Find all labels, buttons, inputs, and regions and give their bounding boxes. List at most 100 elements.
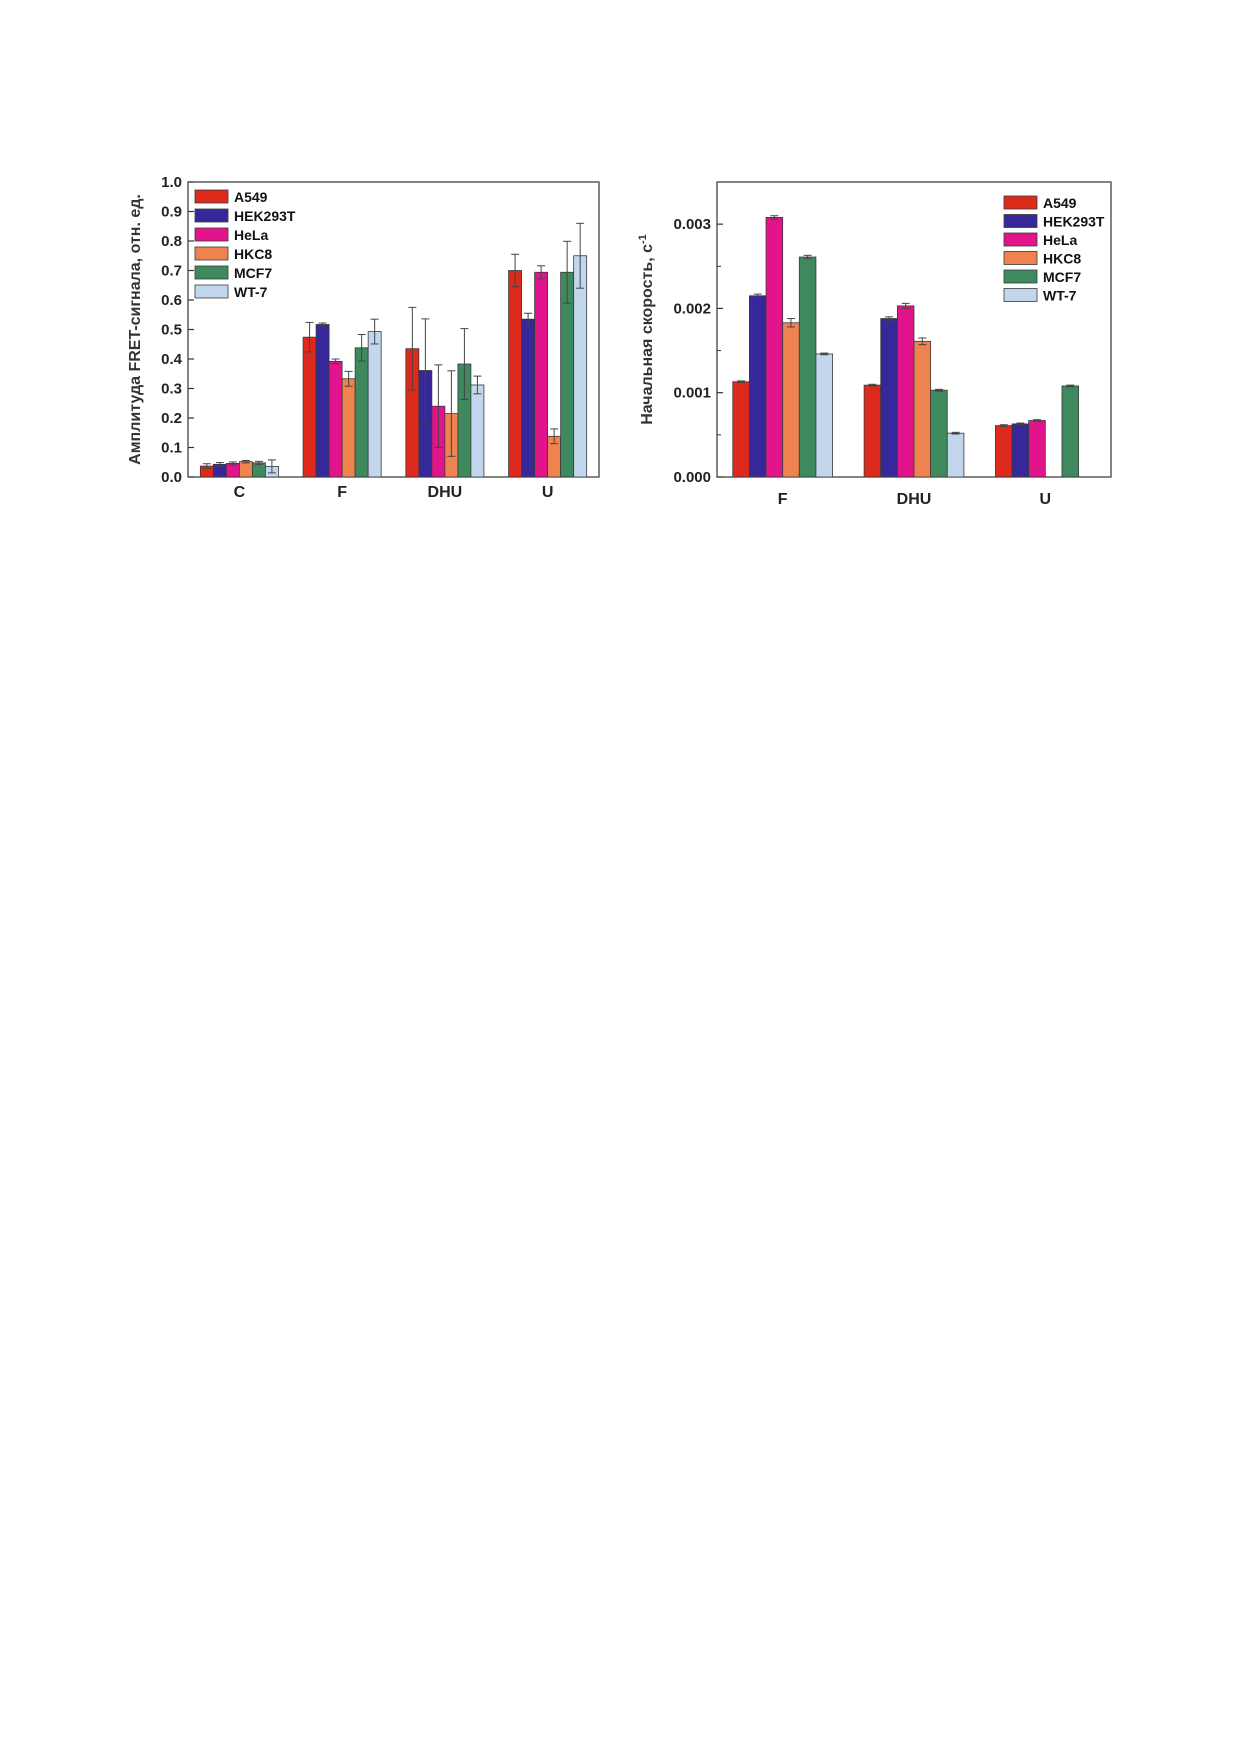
error-bar-wt-7-dhu [951, 431, 960, 435]
legend-label-hkc8: HKC8 [234, 246, 272, 262]
error-bar-hkc8-f [786, 318, 795, 328]
bar-wt-7-f [815, 353, 833, 478]
y-tick-label: 0.7 [161, 263, 182, 280]
y-tick-label: 0.6 [161, 292, 182, 309]
error-bar-hek293t-f [753, 293, 762, 298]
bar-hek293t-u [521, 318, 536, 478]
bar-a549-f [732, 381, 750, 478]
bar-wt-7-dhu [470, 384, 485, 478]
bar-hkc8-c [238, 461, 253, 478]
y-tick-label: 0.9 [161, 204, 182, 221]
error-bar-mcf7-u [563, 240, 572, 304]
legend-label-hek293t: HEK293T [234, 208, 296, 224]
error-bar-hela-f [770, 215, 779, 220]
legend-swatch-a549 [194, 189, 229, 204]
bar-hela-f [328, 360, 343, 478]
bar-mcf7-f [354, 347, 369, 478]
error-bar-mcf7-dhu [460, 328, 469, 400]
bar-wt-7-f [367, 331, 382, 478]
y-tick-label: 0.003 [673, 216, 711, 233]
legend-swatch-mcf7 [194, 265, 229, 280]
error-bar-mcf7-dhu [934, 388, 943, 392]
error-bar-hkc8-u [550, 428, 559, 445]
error-bar-a549-u [999, 424, 1008, 427]
chart-initial-rate: 0.000 0.001 0.002 0.003 F DHU U Начальная скоро… [637, 181, 1112, 508]
legend-swatch-hela [1003, 232, 1038, 247]
category-label-u: U [1040, 491, 1052, 508]
bar-a549-dhu [863, 384, 882, 478]
bar-mcf7-f [798, 256, 817, 478]
bar-hkc8-f [341, 378, 356, 478]
y-tick-label: 0.4 [161, 351, 183, 368]
bar-hkc8-dhu [913, 340, 932, 478]
legend-label-a549: A549 [234, 189, 268, 205]
legend: A549 HEK293T HeLa HKC8 MCF7 WT-7 [1003, 195, 1105, 304]
bar-hela-u [1028, 420, 1046, 478]
legend-swatch-a549 [1003, 195, 1038, 210]
legend-label-mcf7: MCF7 [1043, 269, 1081, 285]
legend-swatch-hek293t [194, 208, 229, 223]
error-bar-mcf7-f [357, 334, 366, 362]
chart-fret-amplitude: 0.0 0.1 0.2 0.3 0.4 0.5 0.6 0.7 0.8 0.9 1.0 C F DHU U А… [127, 174, 600, 501]
error-bar-hela-f [331, 358, 340, 365]
category-label-f: F [778, 491, 788, 508]
bar-wt-7-dhu [946, 432, 965, 478]
error-bar-a549-f [737, 380, 746, 384]
error-bar-hkc8-dhu [447, 370, 456, 457]
bar-mcf7-c [251, 462, 266, 478]
legend-label-mcf7: MCF7 [234, 265, 272, 281]
error-bar-mcf7-f [803, 254, 812, 260]
error-bar-hela-dhu [434, 364, 443, 448]
y-tick-label: 0.8 [161, 233, 182, 250]
legend: A549 HEK293T HeLa HKC8 MCF7 WT-7 [194, 189, 296, 300]
bar-a549-u [508, 270, 522, 478]
legend-swatch-hkc8 [194, 246, 229, 261]
bar-hek293t-f [748, 295, 767, 478]
category-label-dhu: DHU [428, 484, 463, 501]
y-tick-label: 0.001 [673, 385, 711, 402]
bar-a549-u [995, 425, 1013, 478]
error-bar-hek293t-c [215, 462, 224, 467]
y-tick-label: 1.0 [161, 174, 182, 191]
error-bar-hkc8-f [344, 370, 353, 387]
bar-mcf7-u [1061, 385, 1080, 478]
bar-hela-f [765, 216, 784, 478]
category-label-c: C [234, 484, 246, 501]
error-bar-hela-u [1033, 419, 1042, 422]
category-label-f: F [337, 484, 347, 501]
error-bar-a549-dhu [408, 306, 417, 391]
error-bar-a549-u [511, 253, 520, 288]
bar-hkc8-f [782, 322, 800, 478]
legend-label-wt-7: WT-7 [1043, 288, 1077, 304]
legend-label-hela: HeLa [1043, 232, 1077, 248]
error-bar-mcf7-c [254, 460, 263, 465]
bar-hek293t-f [315, 324, 330, 478]
error-bar-wt-7-f [370, 318, 379, 345]
bar-hela-u [534, 271, 549, 478]
legend-swatch-hela [194, 227, 229, 242]
bar-wt-7-u [573, 255, 588, 478]
legend-label-hek293t: HEK293T [1043, 214, 1105, 230]
legend-swatch-mcf7 [1003, 269, 1038, 284]
category-label-dhu: DHU [897, 491, 932, 508]
error-bar-hkc8-dhu [918, 337, 927, 346]
error-bar-hek293t-u [1016, 422, 1025, 426]
y-tick-label: 0.1 [161, 440, 182, 457]
legend-label-a549: A549 [1043, 195, 1077, 211]
error-bar-hela-c [228, 461, 237, 466]
error-bar-a549-dhu [868, 383, 877, 387]
error-bar-hek293t-f [318, 322, 327, 327]
legend-swatch-hek293t [1003, 214, 1038, 228]
bar-mcf7-dhu [930, 389, 948, 478]
y-axis-title: Амплитуда FRET-сигнала, отн. ед. [127, 194, 144, 465]
y-tick-label: 0.0 [161, 469, 182, 486]
category-label-u: U [542, 484, 554, 501]
error-bar-hela-dhu [901, 302, 910, 309]
legend-label-wt-7: WT-7 [234, 284, 268, 300]
error-bar-mcf7-u [1066, 384, 1075, 388]
bar-hek293t-dhu [880, 318, 898, 478]
y-tick-label: 0.2 [161, 410, 182, 427]
legend-swatch-wt-7 [1003, 288, 1038, 302]
legend-label-hela: HeLa [234, 227, 268, 243]
